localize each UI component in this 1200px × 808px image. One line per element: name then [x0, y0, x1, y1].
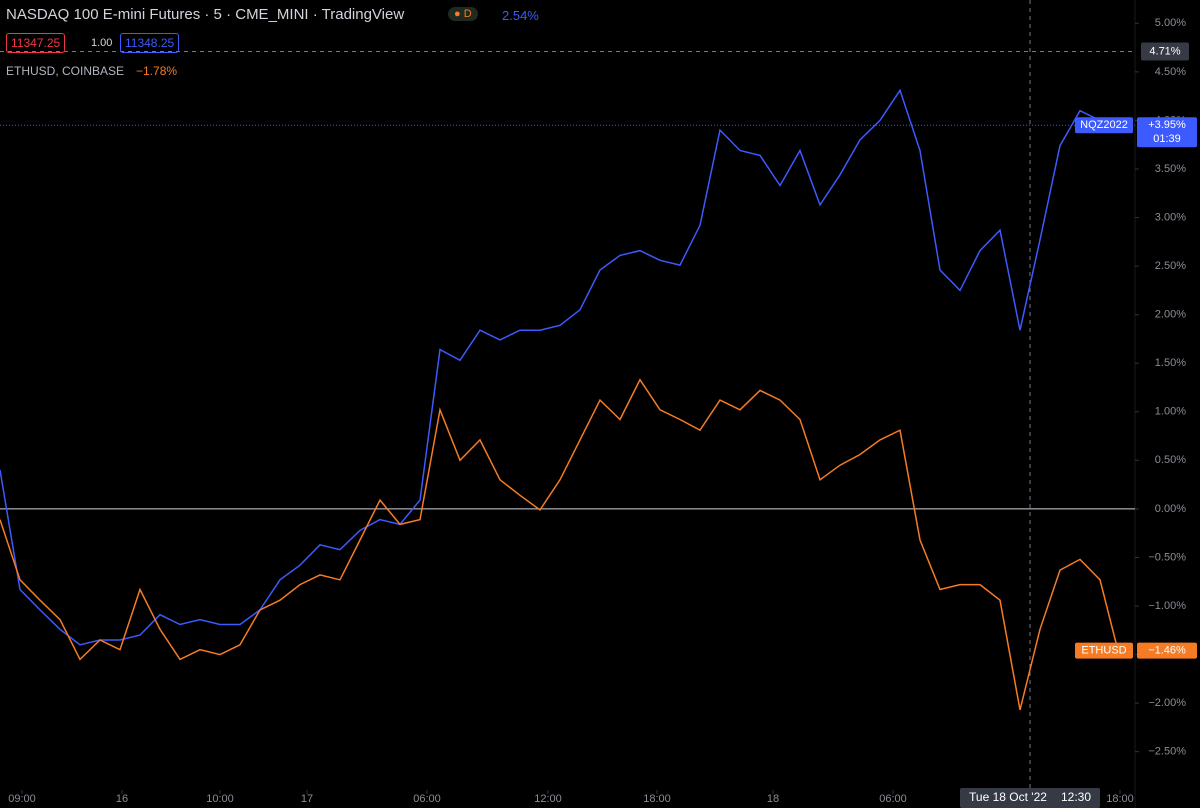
x-tick-label: 09:00 [8, 793, 36, 805]
compare-title: ETHUSD, COINBASE [6, 64, 125, 78]
crosshair-y-tag [1141, 42, 1189, 61]
series-name-tag [1075, 642, 1133, 659]
symbol-change: 2.54% [502, 8, 539, 23]
bid-price[interactable]: 11347.25 [6, 33, 66, 53]
countdown: 01:39 [1153, 133, 1181, 145]
badge-text: D [463, 8, 472, 20]
quantity: 1.00 [91, 37, 113, 49]
y-tick-label: −2.50% [1148, 746, 1186, 758]
series-line [0, 378, 1119, 711]
last-value-tag [1137, 642, 1197, 659]
x-tick-label: 17 [301, 793, 313, 805]
series-name: ETHUSD [1081, 645, 1126, 657]
x-tick-label: 10:00 [206, 793, 234, 805]
y-tick-label: 0.00% [1155, 503, 1186, 515]
series-line [0, 88, 1119, 646]
crosshair-time: 12:30 [1061, 790, 1091, 804]
series-name: NQZ2022 [1080, 119, 1128, 131]
y-tick-label: 0.50% [1155, 454, 1186, 466]
y-tick-label: 4.50% [1155, 66, 1186, 78]
y-tick-label: 2.50% [1155, 260, 1186, 272]
x-tick-label: 18:00 [643, 793, 671, 805]
crosshair-date: Tue 18 Oct '22 [969, 790, 1047, 804]
x-tick-label: 18:00 [1106, 793, 1134, 805]
y-tick-label: 1.00% [1155, 406, 1186, 418]
crosshair-x-tag [960, 788, 1100, 808]
x-tick-label: 06:00 [413, 793, 441, 805]
ask-price[interactable]: 11348.25 [120, 33, 180, 53]
crosshair-y-label: 4.71% [1149, 45, 1180, 57]
y-tick-label: −1.00% [1148, 600, 1186, 612]
y-tick-label: 3.00% [1155, 211, 1186, 223]
x-tick-label: 06:00 [879, 793, 907, 805]
last-value-tag [1137, 117, 1197, 148]
y-tick-label: −2.00% [1148, 697, 1186, 709]
y-tick-label: 5.00% [1155, 17, 1186, 29]
y-tick-label: 2.00% [1155, 309, 1186, 321]
interval-badge[interactable]: ● D [448, 7, 478, 21]
x-tick-label: 16 [116, 793, 128, 805]
x-tick-label: 12:00 [534, 793, 562, 805]
y-tick-label: 3.50% [1155, 163, 1186, 175]
last-value-label: +3.95% [1148, 119, 1186, 131]
compare-change: −1.78% [136, 64, 178, 78]
y-tick-label: −0.50% [1148, 551, 1186, 563]
last-value-label: −1.46% [1148, 645, 1186, 657]
symbol-title: NASDAQ 100 E-mini Futures · 5 · CME_MINI… [6, 6, 405, 23]
series-name-tag [1075, 117, 1133, 134]
x-tick-label: 18 [767, 793, 779, 805]
y-tick-label: 1.50% [1155, 357, 1186, 369]
